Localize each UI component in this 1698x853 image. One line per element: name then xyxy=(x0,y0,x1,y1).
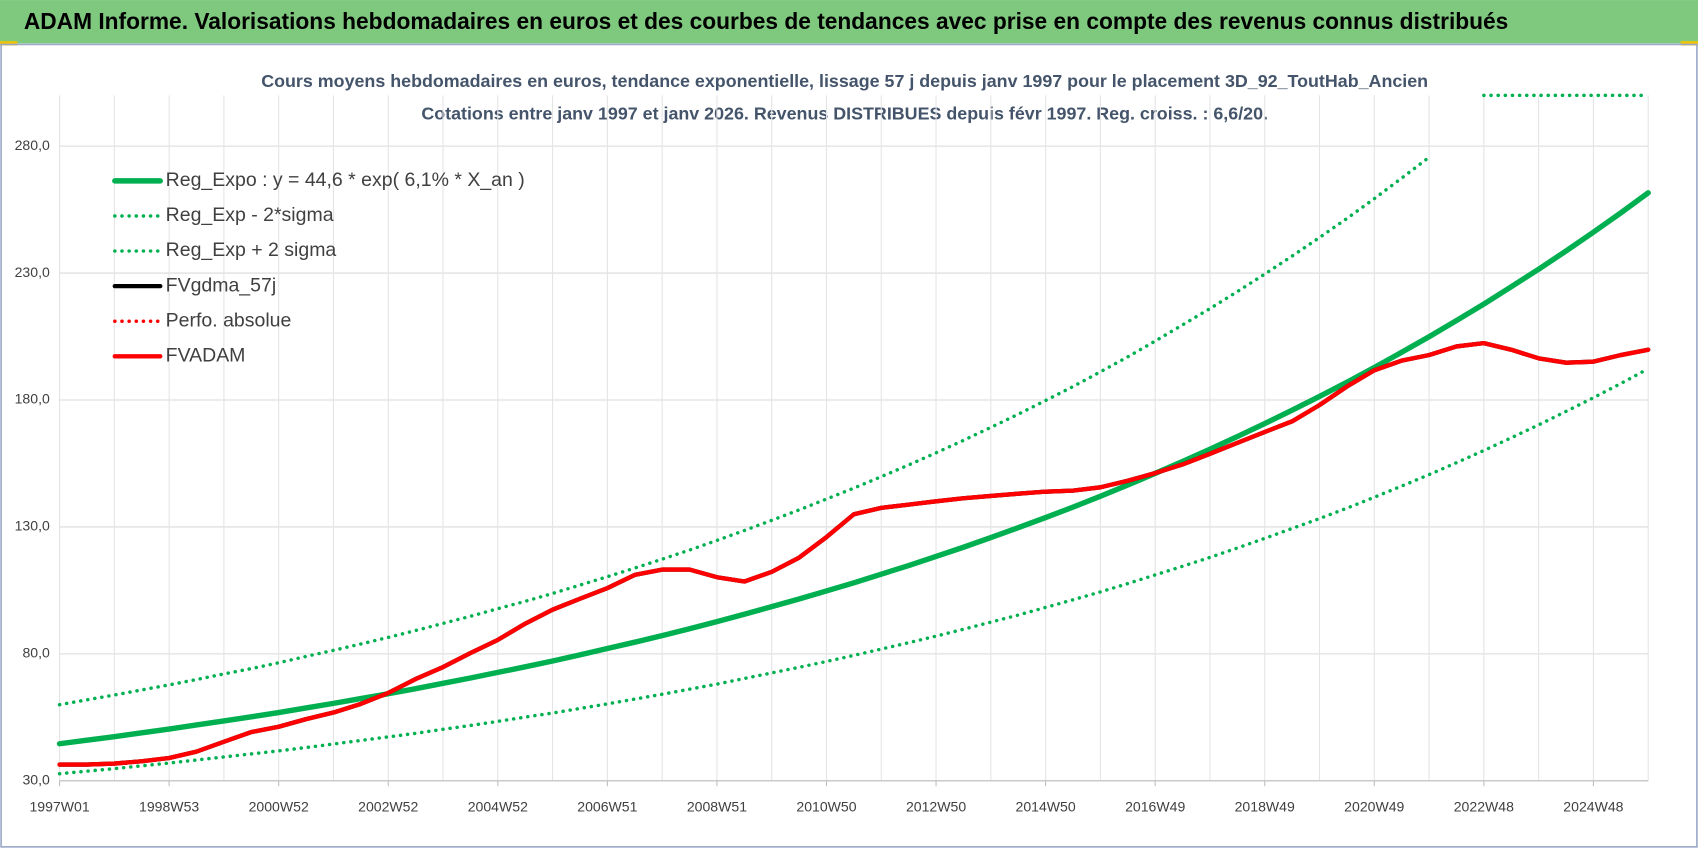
x-tick-label: 2016W49 xyxy=(1125,799,1185,815)
x-tick-label: 2000W52 xyxy=(249,799,309,815)
x-tick-label: 2014W50 xyxy=(1016,799,1076,815)
y-tick-label: 280,0 xyxy=(15,137,50,153)
legend: Reg_Expo : y = 44,6 * exp( 6,1% * X_an )… xyxy=(112,169,525,366)
y-tick-label: 230,0 xyxy=(15,264,50,280)
series-line xyxy=(56,190,1651,747)
corner-mark xyxy=(1680,41,1698,46)
y-tick-label: 80,0 xyxy=(22,645,50,661)
x-tick-label: 1998W53 xyxy=(139,799,199,815)
x-tick-label: 2022W48 xyxy=(1454,799,1514,815)
x-tick-label: 2018W49 xyxy=(1235,799,1295,815)
legend-label: FVgdma_57j xyxy=(166,274,276,296)
x-tick-label: 1997W01 xyxy=(29,799,89,815)
x-tick-label: 2004W52 xyxy=(468,799,528,815)
series-line xyxy=(57,340,1651,767)
series-line xyxy=(57,367,1650,776)
x-tick-label: 2024W48 xyxy=(1563,799,1623,815)
legend-label: Perfo. absolue xyxy=(166,309,292,331)
x-tick-label: 2010W50 xyxy=(796,799,856,815)
x-tick-label: 2008W51 xyxy=(687,799,747,815)
x-tick-label: 2012W50 xyxy=(906,799,966,815)
header-band xyxy=(0,0,1698,44)
legend-label: Reg_Exp - 2*sigma xyxy=(166,204,334,226)
x-tick-label: 2020W49 xyxy=(1344,799,1404,815)
frame xyxy=(0,43,1698,848)
y-tick-label: 180,0 xyxy=(15,391,50,407)
legend-label: Reg_Exp + 2 sigma xyxy=(166,239,337,261)
y-tick-label: 30,0 xyxy=(22,772,50,788)
x-tick-label: 2006W51 xyxy=(577,799,637,815)
grid: 30,0 80,0 130,0 180,0 230,0 280,0 1997W01 1998W… xyxy=(15,95,1649,815)
chart-subtitle: Cotations entre janv 1997 et janv 2026. … xyxy=(421,104,1268,124)
legend-label: FVADAM xyxy=(166,344,246,366)
corner-mark xyxy=(0,41,18,46)
plot xyxy=(56,93,1651,776)
header-title: ADAM Informe. Valorisations hebdomadaire… xyxy=(24,8,1509,34)
legend-label: Reg_Expo : y = 44,6 * exp( 6,1% * X_an ) xyxy=(166,169,525,191)
x-tick-label: 2002W52 xyxy=(358,799,418,815)
series-line xyxy=(57,93,1650,707)
y-tick-label: 130,0 xyxy=(15,518,50,534)
chart-title: Cours moyens hebdomadaires en euros, ten… xyxy=(261,71,1428,91)
